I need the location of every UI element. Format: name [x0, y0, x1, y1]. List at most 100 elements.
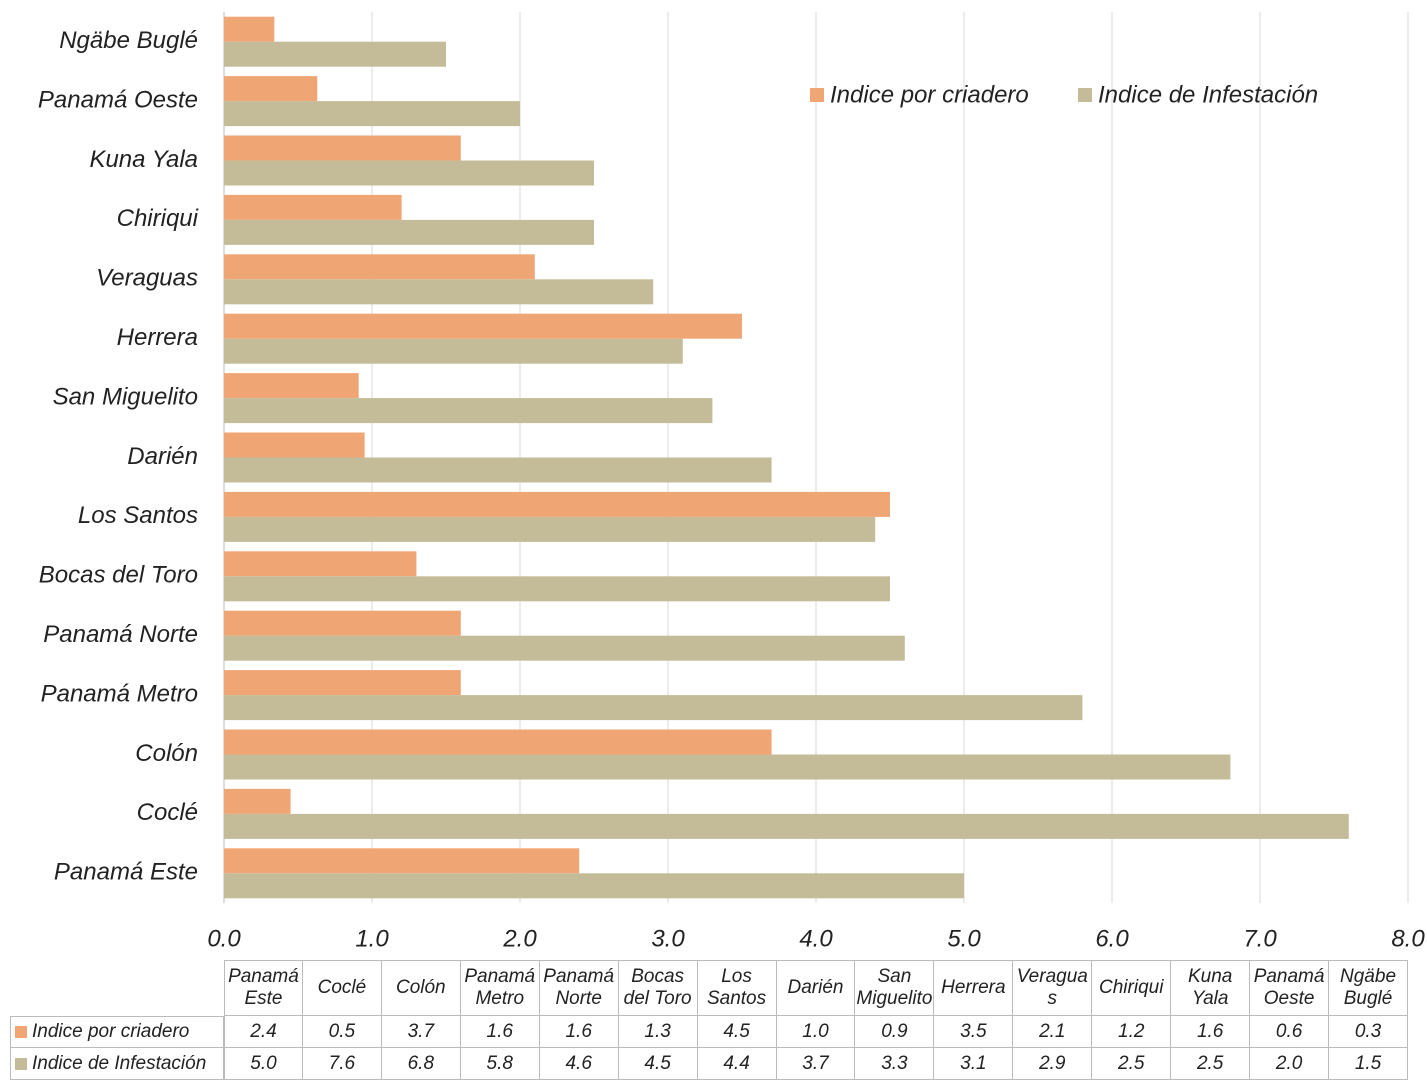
table-value: 2.0	[1250, 1048, 1330, 1080]
legend-label: Indice por criadero	[830, 81, 1029, 108]
table-value: 0.9	[855, 1016, 935, 1048]
table-value: 6.8	[381, 1048, 461, 1080]
table-value: 5.8	[460, 1048, 540, 1080]
table-row-label: Indice de Infestación	[10, 1048, 224, 1080]
x-tick-label: 5.0	[947, 925, 981, 952]
bar	[224, 101, 520, 127]
table-header: Colón	[381, 960, 461, 1016]
y-tick-label: Panamá Norte	[43, 621, 198, 648]
x-tick-label: 4.0	[799, 925, 833, 952]
bar	[224, 338, 683, 364]
table-value: 1.2	[1092, 1016, 1172, 1048]
table-value: 7.6	[302, 1048, 382, 1080]
y-tick-label: Panamá Oeste	[38, 86, 198, 113]
table-header: Panamá Este	[224, 960, 303, 1016]
table-row-name: Indice de Infestación	[32, 1052, 207, 1074]
table-value: 0.3	[1329, 1016, 1408, 1048]
table-legend-swatch	[15, 1026, 27, 1038]
x-tick-label: 1.0	[355, 925, 389, 952]
y-tick-label: Herrera	[117, 324, 198, 351]
y-tick-label: Darién	[127, 443, 198, 470]
bar	[224, 373, 359, 399]
bar	[224, 788, 291, 814]
table-header: Panamá Metro	[460, 960, 540, 1016]
table-value: 2.9	[1013, 1048, 1093, 1080]
y-tick-label: Los Santos	[78, 502, 198, 529]
bar	[224, 516, 876, 542]
y-tick-label: Veraguas	[96, 265, 198, 292]
bar	[224, 219, 594, 245]
legend-swatch	[1078, 88, 1092, 102]
bar	[224, 254, 535, 280]
y-tick-label: Colón	[135, 740, 198, 767]
table-value: 1.6	[460, 1016, 540, 1048]
x-tick-label: 2.0	[502, 925, 537, 952]
table-header: Panamá Norte	[539, 960, 619, 1016]
bar	[224, 695, 1083, 721]
table-header: Panamá Oeste	[1250, 960, 1330, 1016]
legend-label: Indice de Infestación	[1098, 81, 1318, 108]
table-value: 2.5	[1092, 1048, 1172, 1080]
bar	[224, 76, 318, 102]
y-tick-label: San Miguelito	[53, 383, 198, 410]
table-header: Chiriqui	[1092, 960, 1172, 1016]
bar	[224, 160, 594, 186]
table-row-name: Indice por criadero	[32, 1021, 190, 1043]
table-value: 3.5	[934, 1016, 1014, 1048]
table-value: 4.5	[697, 1016, 777, 1048]
table-row-label: Indice por criadero	[10, 1016, 224, 1048]
table-value: 1.6	[1171, 1016, 1251, 1048]
bar	[224, 491, 890, 517]
table-value: 3.7	[776, 1048, 856, 1080]
table-value: 1.5	[1329, 1048, 1408, 1080]
bar	[224, 432, 365, 458]
bar	[224, 576, 890, 602]
table-header: Coclé	[302, 960, 382, 1016]
bar	[224, 279, 654, 305]
bar	[224, 635, 905, 661]
bar	[224, 610, 461, 636]
x-tick-label: 6.0	[1095, 925, 1129, 952]
table-header: Veraguas	[1013, 960, 1093, 1016]
table-header: Ngäbe Buglé	[1329, 960, 1408, 1016]
y-tick-label: Panamá Este	[54, 859, 198, 886]
table-value: 4.5	[618, 1048, 698, 1080]
table-header: San Miguelito	[855, 960, 935, 1016]
y-tick-label: Chiriqui	[117, 205, 199, 232]
bar	[224, 16, 275, 42]
table-header: Darién	[776, 960, 856, 1016]
table-header: Bocas del Toro	[618, 960, 698, 1016]
x-tick-label: 7.0	[1243, 925, 1277, 952]
table-value: 3.3	[855, 1048, 935, 1080]
table-legend-swatch	[15, 1057, 27, 1070]
table-value: 3.7	[381, 1016, 461, 1048]
bar	[224, 551, 417, 577]
table-value: 2.1	[1013, 1016, 1093, 1048]
table-header: Kuna Yala	[1171, 960, 1251, 1016]
legend-swatch	[810, 88, 824, 102]
bar	[224, 313, 742, 339]
table-value: 2.4	[224, 1016, 303, 1048]
x-tick-label: 3.0	[651, 925, 685, 952]
table-value: 2.5	[1171, 1048, 1251, 1080]
bar	[224, 457, 772, 483]
y-tick-label: Bocas del Toro	[39, 562, 198, 589]
table-value: 1.3	[618, 1016, 698, 1048]
table-header: Los Santos	[697, 960, 777, 1016]
table-value: 1.0	[776, 1016, 856, 1048]
bar	[224, 813, 1349, 839]
y-tick-label: Ngäbe Buglé	[59, 27, 198, 54]
table-value: 0.6	[1250, 1016, 1330, 1048]
table-value: 3.1	[934, 1048, 1014, 1080]
table-header: Herrera	[934, 960, 1014, 1016]
x-tick-label: 8.0	[1391, 925, 1425, 952]
x-tick-label: 0.0	[207, 925, 241, 952]
bar	[224, 873, 964, 899]
bar	[224, 754, 1231, 780]
bar	[224, 729, 772, 755]
table-value: 4.6	[539, 1048, 619, 1080]
bar	[224, 194, 402, 220]
y-tick-label: Kuna Yala	[89, 146, 198, 173]
